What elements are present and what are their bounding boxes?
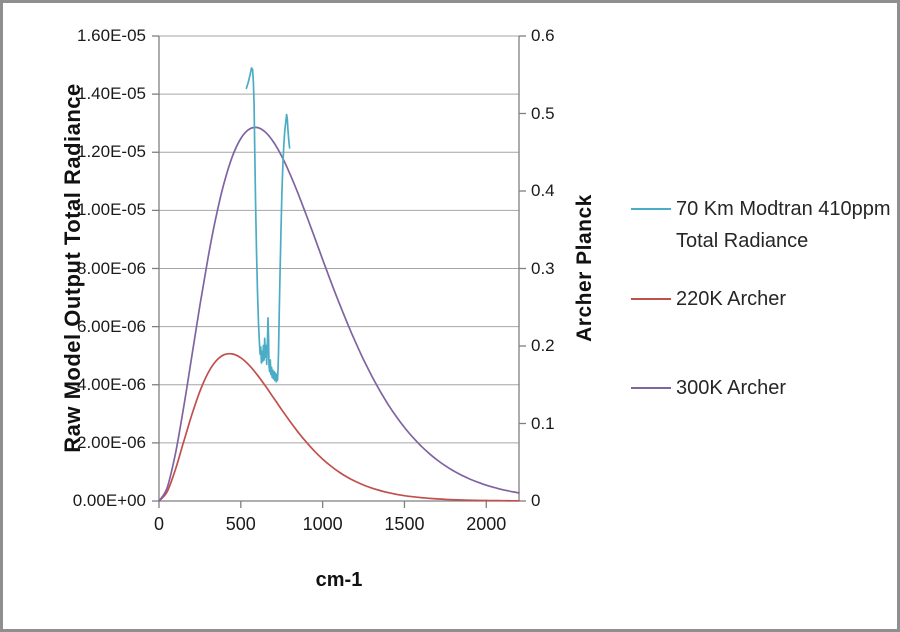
- legend-label-300k: 300K Archer: [676, 377, 787, 399]
- right-axis-tick-label: 0.1: [531, 413, 555, 433]
- right-axis-tick-label: 0.4: [531, 181, 555, 200]
- right-axis-tick-label: 0.5: [531, 103, 555, 123]
- right-axis-tick-label: 0.2: [531, 336, 555, 355]
- legend-label-modtran: 70 Km Modtran 410ppm Total Radiance: [676, 193, 891, 257]
- left-axis-tick-label: 1.00E-05: [77, 200, 146, 220]
- legend-label-220k: 220K Archer: [676, 288, 787, 310]
- left-axis-tick-label: 1.60E-05: [77, 26, 146, 45]
- legend-label-line2: Total Radiance: [676, 230, 809, 252]
- right-axis-title: Archer Planck: [573, 194, 596, 342]
- series-line-modtran: [245, 67, 291, 383]
- legend-line-swatch-220k: [631, 298, 671, 300]
- right-axis-tick-label: 0.6: [531, 26, 555, 45]
- left-axis-tick-label: 4.00E-06: [77, 374, 146, 394]
- x-axis-tick-label: 1000: [302, 514, 343, 534]
- x-axis-tick-label: 1500: [384, 514, 425, 534]
- x-axis-tick-label: 500: [225, 514, 256, 534]
- x-axis-title: cm-1: [315, 569, 363, 591]
- right-axis-tick-label: 0: [531, 491, 541, 510]
- legend-entry-300k: 300K Archer: [631, 372, 786, 404]
- legend-line-swatch-modtran: [631, 208, 671, 210]
- plot-area: [152, 35, 526, 508]
- left-axis-tick-label: 8.00E-06: [77, 258, 146, 278]
- right-axis-tick-label: 0.3: [531, 258, 555, 278]
- left-axis-tick-label: 6.00E-06: [77, 316, 146, 336]
- left-axis-tick-label: 0.00E+00: [72, 491, 146, 510]
- left-axis-title: Raw Model Output Total Radiance: [60, 83, 85, 453]
- x-axis-tick-label: 0: [153, 514, 164, 534]
- left-axis-tick-label: 1.40E-05: [77, 84, 146, 104]
- chart-area: 1.60E-05 1.40E-05 1.20E-05 1.00E-05 8.00E-06…: [3, 3, 897, 629]
- legend-entry-modtran: 70 Km Modtran 410ppm Total Radiance: [631, 193, 891, 257]
- left-axis-tick-label: 1.20E-05: [77, 142, 146, 162]
- legend-entry-220k: 220K Archer: [631, 283, 786, 315]
- x-axis-tick-label: 2000: [466, 514, 507, 534]
- legend-label-line1: 70 Km Modtran 410ppm: [676, 198, 891, 220]
- series-line-300k: [158, 126, 520, 502]
- series-line-220k: [158, 352, 520, 502]
- left-axis-tick-label: 2.00E-06: [77, 432, 146, 452]
- legend-line-swatch-300k: [631, 387, 671, 389]
